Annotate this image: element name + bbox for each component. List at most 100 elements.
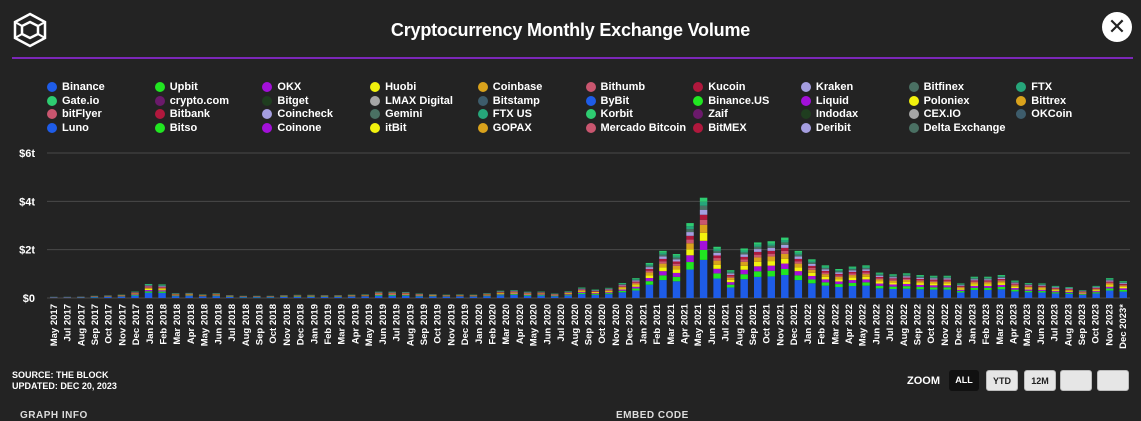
bar-segment[interactable] (889, 276, 896, 277)
zoom-button-4[interactable] (1060, 370, 1092, 391)
bar-segment[interactable] (998, 278, 1005, 279)
bar-segment[interactable] (727, 285, 734, 288)
bar-segment[interactable] (537, 294, 544, 295)
bar-segment[interactable] (1065, 293, 1072, 294)
bar-segment[interactable] (984, 279, 991, 280)
bar-segment[interactable] (700, 233, 707, 241)
bar-segment[interactable] (957, 285, 964, 286)
bar-segment[interactable] (930, 281, 937, 282)
bar-segment[interactable] (754, 249, 761, 252)
bar-segment[interactable] (768, 266, 775, 271)
bar-segment[interactable] (781, 251, 788, 254)
bar-segment[interactable] (592, 292, 599, 293)
bar-segment[interactable] (659, 264, 666, 268)
bar-segment[interactable] (375, 295, 382, 296)
bar-segment[interactable] (944, 287, 951, 289)
bar-segment[interactable] (795, 259, 802, 261)
bar-segment[interactable] (713, 265, 720, 269)
bar-segment[interactable] (470, 297, 477, 298)
bar-segment[interactable] (862, 269, 869, 271)
bar-segment[interactable] (524, 293, 531, 294)
bar-segment[interactable] (849, 269, 856, 270)
bar-segment[interactable] (1052, 289, 1059, 290)
bar-segment[interactable] (984, 278, 991, 279)
bar-segment[interactable] (971, 282, 978, 284)
bar-segment[interactable] (957, 291, 964, 292)
bar-segment[interactable] (673, 258, 680, 260)
bar-segment[interactable] (700, 202, 707, 206)
bar-segment[interactable] (781, 238, 788, 240)
bar-segment[interactable] (1120, 288, 1127, 290)
bar-segment[interactable] (740, 274, 747, 279)
bar-segment[interactable] (1065, 292, 1072, 293)
bar-segment[interactable] (686, 262, 693, 269)
bar-segment[interactable] (564, 294, 571, 295)
bar-segment[interactable] (998, 275, 1005, 276)
bar-segment[interactable] (903, 276, 910, 277)
bar-segment[interactable] (862, 265, 869, 266)
bar-segment[interactable] (1025, 292, 1032, 298)
bar-segment[interactable] (172, 296, 179, 298)
bar-segment[interactable] (700, 198, 707, 202)
bar-segment[interactable] (889, 287, 896, 289)
bar-segment[interactable] (808, 276, 815, 279)
bar-segment[interactable] (619, 286, 626, 287)
bar-segment[interactable] (632, 278, 639, 279)
bar-segment[interactable] (497, 294, 504, 295)
bar-segment[interactable] (1106, 285, 1113, 287)
bar-segment[interactable] (321, 297, 328, 298)
bar-segment[interactable] (145, 286, 152, 287)
bar-segment[interactable] (1025, 284, 1032, 285)
bar-segment[interactable] (673, 264, 680, 266)
bar-segment[interactable] (605, 289, 612, 290)
bar-segment[interactable] (564, 295, 571, 298)
bar-segment[interactable] (971, 280, 978, 281)
bar-segment[interactable] (1120, 281, 1127, 282)
bar-segment[interactable] (1038, 290, 1045, 291)
bar-segment[interactable] (808, 283, 815, 298)
bar-segment[interactable] (659, 280, 666, 298)
bar-segment[interactable] (280, 297, 287, 298)
bar-segment[interactable] (497, 293, 504, 294)
bar-segment[interactable] (632, 290, 639, 298)
bar-segment[interactable] (862, 274, 869, 277)
bar-segment[interactable] (754, 266, 761, 271)
bar-segment[interactable] (781, 248, 788, 251)
bar-segment[interactable] (646, 272, 653, 275)
bar-segment[interactable] (632, 282, 639, 283)
bar-segment[interactable] (713, 258, 720, 261)
bar-segment[interactable] (876, 279, 883, 281)
bar-segment[interactable] (158, 286, 165, 287)
bar-segment[interactable] (1038, 285, 1045, 286)
bar-segment[interactable] (1011, 282, 1018, 283)
bar-segment[interactable] (822, 268, 829, 269)
bar-segment[interactable] (808, 270, 815, 273)
bar-segment[interactable] (876, 275, 883, 276)
bar-segment[interactable] (795, 275, 802, 280)
bar-segment[interactable] (578, 293, 585, 294)
bar-segment[interactable] (510, 293, 517, 294)
bar-segment[interactable] (619, 291, 626, 293)
bar-segment[interactable] (1025, 286, 1032, 287)
bar-segment[interactable] (1079, 293, 1086, 294)
bar-segment[interactable] (632, 279, 639, 280)
bar-segment[interactable] (768, 241, 775, 243)
bar-segment[interactable] (876, 282, 883, 284)
bar-segment[interactable] (930, 282, 937, 284)
bar-segment[interactable] (795, 257, 802, 259)
bar-segment[interactable] (971, 278, 978, 279)
bar-segment[interactable] (497, 293, 504, 294)
bar-segment[interactable] (1038, 289, 1045, 290)
bar-segment[interactable] (145, 291, 152, 292)
bar-segment[interactable] (145, 285, 152, 286)
bar-segment[interactable] (984, 286, 991, 288)
bar-segment[interactable] (957, 286, 964, 287)
bar-segment[interactable] (862, 279, 869, 282)
bar-segment[interactable] (795, 255, 802, 257)
zoom-all-button[interactable]: ALL (949, 370, 979, 391)
bar-segment[interactable] (1038, 287, 1045, 288)
bar-segment[interactable] (822, 279, 829, 282)
bar-segment[interactable] (77, 297, 84, 298)
bar-segment[interactable] (822, 267, 829, 268)
bar-segment[interactable] (1079, 295, 1086, 298)
